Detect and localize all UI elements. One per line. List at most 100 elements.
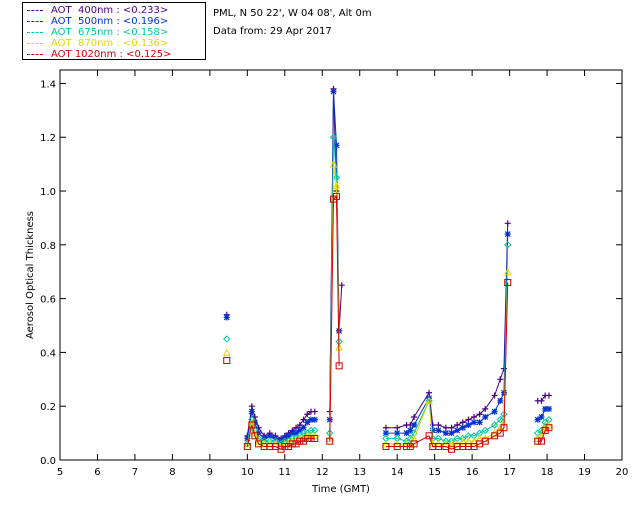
data-point <box>496 429 504 437</box>
data-point <box>411 413 418 420</box>
data-point <box>223 356 231 364</box>
data-point <box>429 427 436 434</box>
x-tick-label: 18 <box>541 467 554 478</box>
series-line <box>385 244 509 442</box>
data-point <box>329 133 338 141</box>
legend-swatch <box>27 42 43 44</box>
data-point <box>435 422 442 429</box>
data-point <box>545 424 553 432</box>
x-axis-label: Time (GMT) <box>311 484 370 495</box>
x-tick-label: 14 <box>391 467 404 478</box>
data-point <box>491 408 498 415</box>
legend-item-500: AOT 500nm : <0.196> <box>27 16 168 27</box>
data-point <box>447 439 456 448</box>
data-point <box>459 419 466 426</box>
x-tick-label: 11 <box>278 467 291 478</box>
legend-label: AOT 675nm : <0.158> <box>51 27 169 38</box>
y-axis-label: Aerosol Optical Thickness <box>25 211 36 339</box>
data-point <box>296 427 303 434</box>
plot-frame <box>59 69 623 461</box>
data-point <box>407 427 414 434</box>
data-point <box>333 142 340 149</box>
x-tick-label: 9 <box>207 467 213 478</box>
data-point <box>243 440 252 448</box>
legend-label: AOT 1020nm : <0.125> <box>51 49 172 60</box>
x-tick-label: 13 <box>353 467 366 478</box>
data-point <box>458 437 467 445</box>
series-0 <box>223 85 552 442</box>
x-tick-label: 16 <box>466 467 479 478</box>
data-point <box>338 282 345 289</box>
data-point <box>329 160 338 168</box>
data-point <box>538 413 545 420</box>
data-point <box>504 220 511 227</box>
data-point <box>311 434 319 442</box>
x-tick-label: 20 <box>616 467 629 478</box>
series-2 <box>223 133 553 448</box>
data-point <box>296 437 304 445</box>
data-point <box>382 443 390 451</box>
data-point <box>285 432 292 439</box>
series-1 <box>223 88 552 445</box>
data-point <box>311 408 318 415</box>
data-point <box>465 422 472 429</box>
data-point <box>223 314 230 321</box>
legend-swatch <box>27 53 43 55</box>
data-point <box>288 440 296 448</box>
series-line <box>537 394 549 402</box>
data-point <box>534 416 541 423</box>
data-point <box>332 173 341 182</box>
data-point <box>448 430 455 437</box>
data-point <box>504 278 512 286</box>
data-point <box>255 430 262 437</box>
y-tick-label: 0.2 <box>40 402 56 413</box>
data-point <box>411 422 418 429</box>
data-point <box>538 397 545 404</box>
data-point <box>545 392 552 399</box>
location-text: PML, N 50 22', W 04 08', Alt 0m <box>213 8 372 19</box>
data-point <box>425 396 433 405</box>
legend-swatch <box>27 20 43 22</box>
data-point <box>382 430 389 437</box>
series-line <box>385 271 509 445</box>
data-point <box>335 362 343 370</box>
data-point <box>482 413 489 420</box>
y-tick-label: 1.4 <box>40 79 56 90</box>
y-tick-label: 0.0 <box>40 456 56 467</box>
data-point <box>434 443 442 451</box>
data-point <box>289 430 296 437</box>
legend-label: AOT 400nm : <0.233> <box>51 5 169 16</box>
data-point <box>425 432 433 440</box>
data-point <box>426 389 433 396</box>
x-tick-label: 15 <box>428 467 441 478</box>
data-point <box>410 434 418 442</box>
data-point <box>222 348 231 356</box>
series-4 <box>223 192 553 453</box>
data-point <box>504 241 512 249</box>
y-tick-label: 1.2 <box>40 133 56 144</box>
data-point <box>304 411 311 418</box>
legend-item-1020: AOT 1020nm : <0.125> <box>27 49 171 60</box>
data-point <box>394 424 401 431</box>
data-point <box>503 267 512 276</box>
data-point <box>296 422 303 429</box>
data-point <box>248 408 255 415</box>
data-point <box>244 435 251 442</box>
data-point <box>491 392 498 399</box>
data-point <box>382 424 389 431</box>
legend-swatch <box>27 31 43 33</box>
data-point <box>454 427 461 434</box>
series-line <box>385 282 509 450</box>
data-point <box>333 192 341 200</box>
x-tick-label: 5 <box>57 467 63 478</box>
data-point <box>481 437 489 445</box>
data-point <box>266 432 273 439</box>
data-point <box>476 419 483 426</box>
data-point <box>475 434 484 442</box>
data-point <box>293 424 300 431</box>
x-tick-label: 12 <box>316 467 329 478</box>
data-point <box>403 443 411 451</box>
data-point <box>490 421 499 429</box>
data-point <box>471 419 478 426</box>
data-point <box>326 437 334 445</box>
